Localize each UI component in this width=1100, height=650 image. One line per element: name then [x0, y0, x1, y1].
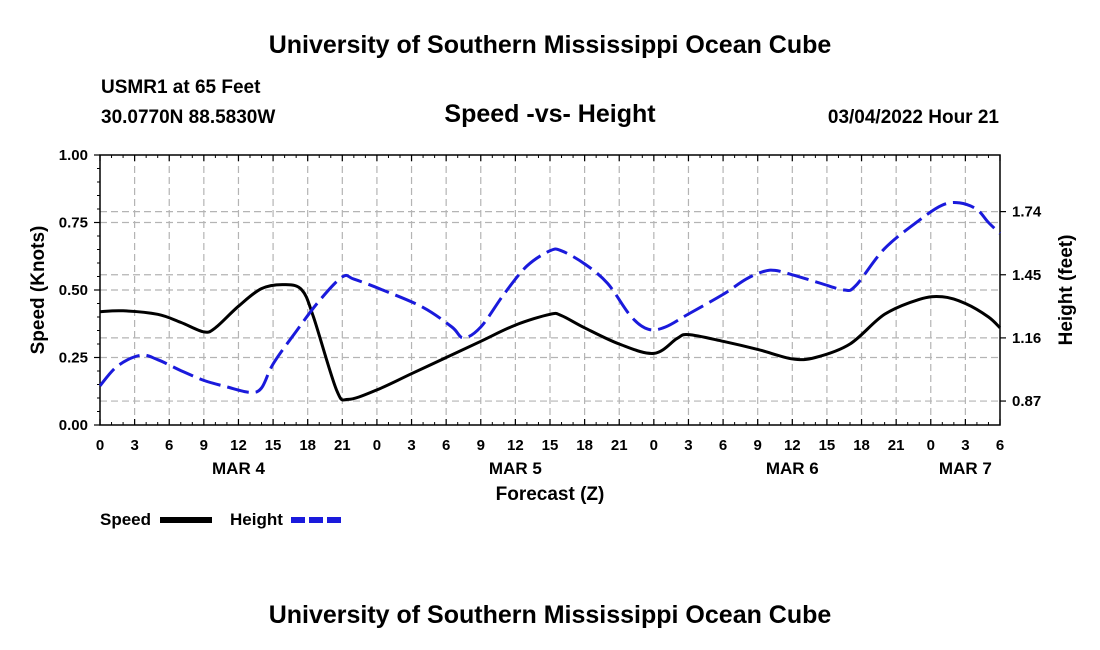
y-tick-label: 0.00: [59, 417, 88, 434]
x-tick-label: 6: [442, 437, 450, 454]
x-tick-label: 6: [996, 437, 1004, 454]
x-tick-label: 3: [961, 437, 969, 454]
x-tick-label: 12: [230, 437, 247, 454]
y-tick-label: 0.50: [59, 282, 88, 299]
x-tick-label: 3: [407, 437, 415, 454]
x-tick-label: 21: [611, 437, 628, 454]
x-tick-label: 6: [165, 437, 173, 454]
date-label: MAR 6: [766, 459, 819, 478]
y2-tick-label: 1.16: [1012, 330, 1041, 347]
legend: Speed Height: [100, 510, 342, 529]
x-tick-label: 18: [576, 437, 593, 454]
date-label: MAR 4: [212, 459, 265, 478]
x-tick-label: 21: [334, 437, 351, 454]
y-tick-label: 1.00: [59, 147, 88, 164]
y-axis-label: Speed (Knots): [28, 226, 49, 355]
x-tick-label: 0: [650, 437, 658, 454]
y2-tick-label: 1.74: [1012, 204, 1042, 221]
page-title: University of Southern Mississippi Ocean…: [268, 31, 832, 59]
grid-layer: [100, 155, 1000, 425]
y-tick-label: 0.75: [59, 215, 88, 232]
y2-tick-label: 0.87: [1012, 393, 1041, 410]
x-tick-label: 0: [927, 437, 935, 454]
series-layer: [98, 201, 1002, 402]
x-tick-label: 0: [373, 437, 381, 454]
y-tick-label: 0.25: [59, 350, 88, 367]
legend-height-label: Height: [230, 510, 283, 529]
x-tick-label: 12: [507, 437, 524, 454]
forecast-timestamp: 03/04/2022 Hour 21: [827, 107, 999, 128]
x-tick-label: 21: [888, 437, 905, 454]
chart-title: Speed -vs- Height: [444, 100, 656, 128]
series-line-height: [98, 201, 1002, 394]
y2-tick-label: 1.45: [1012, 267, 1041, 284]
legend-speed-label: Speed: [100, 510, 151, 529]
x-tick-label: 6: [719, 437, 727, 454]
x-tick-label: 18: [299, 437, 316, 454]
x-tick-label: 18: [853, 437, 870, 454]
x-tick-label: 12: [784, 437, 801, 454]
station-label: USMR1 at 65 Feet: [101, 77, 261, 98]
x-tick-label: 3: [684, 437, 692, 454]
series-line-speed: [99, 283, 1002, 402]
x-tick-label: 9: [200, 437, 208, 454]
x-tick-label: 3: [130, 437, 138, 454]
x-tick-label: 9: [754, 437, 762, 454]
x-tick-label: 9: [477, 437, 485, 454]
x-tick-label: 0: [96, 437, 104, 454]
x-axis-label: Forecast (Z): [496, 484, 605, 505]
y2-axis-label: Height (feet): [1056, 235, 1077, 346]
date-label: MAR 7: [939, 459, 992, 478]
axis-layer: 0 3 6 9 12 15 18 21 0 3 6 9 12 15 18 21 0 3 6 9 12 15 18 21 0 3 6M…: [59, 147, 1042, 478]
footer-title: University of Southern Mississippi Ocean…: [268, 601, 832, 629]
x-tick-label: 15: [542, 437, 559, 454]
station-coordinates: 30.0770N 88.5830W: [101, 107, 276, 128]
x-tick-label: 15: [819, 437, 836, 454]
date-label: MAR 5: [489, 459, 542, 478]
x-tick-label: 15: [265, 437, 282, 454]
